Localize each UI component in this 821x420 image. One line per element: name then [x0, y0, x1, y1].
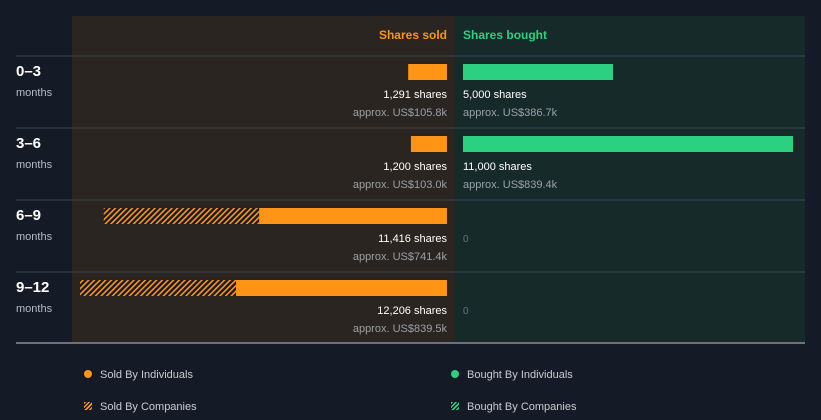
legend-label: Bought By Individuals — [467, 369, 573, 381]
category-label: 6–9 — [16, 207, 41, 224]
bought-shares-label: 11,000 shares — [463, 161, 532, 173]
sold-shares-label: 1,200 shares — [383, 161, 447, 173]
category-label: 0–3 — [16, 63, 41, 80]
legend-label: Sold By Individuals — [100, 369, 193, 381]
bar-sold-individuals — [408, 64, 447, 80]
sold-value-label: approx. US$839.5k — [353, 323, 448, 335]
bought-value-label: approx. US$386.7k — [463, 107, 558, 119]
sold-shares-label: 1,291 shares — [383, 89, 447, 101]
dot-icon — [84, 370, 92, 379]
bar-sold-individuals — [236, 280, 447, 296]
legend-label: Bought By Companies — [467, 401, 577, 413]
header-sold: Shares sold — [379, 28, 447, 42]
legend-sold-individuals: Sold By Individuals — [84, 368, 193, 382]
bar-bought-individuals — [463, 64, 613, 80]
category-unit: months — [16, 303, 53, 315]
legend-label: Sold By Companies — [100, 401, 197, 413]
bar-sold-companies — [103, 208, 260, 224]
bar-sold-companies — [80, 280, 237, 296]
category-unit: months — [16, 231, 53, 243]
bar-bought-individuals — [463, 136, 793, 152]
category-label: 9–12 — [16, 279, 49, 296]
bar-sold-individuals — [410, 136, 447, 152]
bought-shares-label: 0 — [463, 306, 469, 317]
category-label: 3–6 — [16, 135, 41, 152]
bought-shares-label: 0 — [463, 234, 469, 245]
bought-value-label: approx. US$839.4k — [463, 179, 558, 191]
sold-shares-label: 12,206 shares — [377, 305, 447, 317]
hatch-icon — [451, 402, 459, 411]
bought-shares-label: 5,000 shares — [463, 89, 527, 101]
sold-value-label: approx. US$105.8k — [353, 107, 448, 119]
header-bought: Shares bought — [463, 28, 547, 42]
hatch-icon — [84, 402, 92, 411]
legend-bought-individuals: Bought By Individuals — [451, 368, 573, 382]
legend-sold-companies: Sold By Companies — [84, 400, 197, 414]
dot-icon — [451, 370, 459, 379]
sold-shares-label: 11,416 shares — [378, 233, 447, 245]
sold-value-label: approx. US$103.0k — [353, 179, 448, 191]
bar-sold-individuals — [259, 208, 447, 224]
category-unit: months — [16, 159, 53, 171]
legend-bought-companies: Bought By Companies — [451, 400, 576, 414]
sold-value-label: approx. US$741.4k — [353, 251, 448, 263]
category-unit: months — [16, 87, 53, 99]
